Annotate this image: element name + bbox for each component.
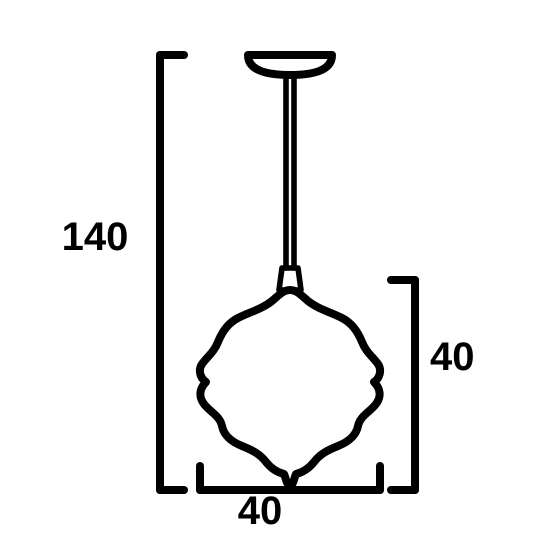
dimension-diagram: 140 40 40 bbox=[0, 0, 550, 550]
lamp-shade bbox=[200, 290, 380, 486]
lamp-silhouette bbox=[200, 55, 380, 486]
ceiling-canopy bbox=[248, 55, 332, 75]
dim-shade_height: 40 bbox=[430, 335, 475, 379]
dim-total_height: 140 bbox=[62, 215, 129, 259]
dim-shade_width: 40 bbox=[238, 489, 283, 533]
